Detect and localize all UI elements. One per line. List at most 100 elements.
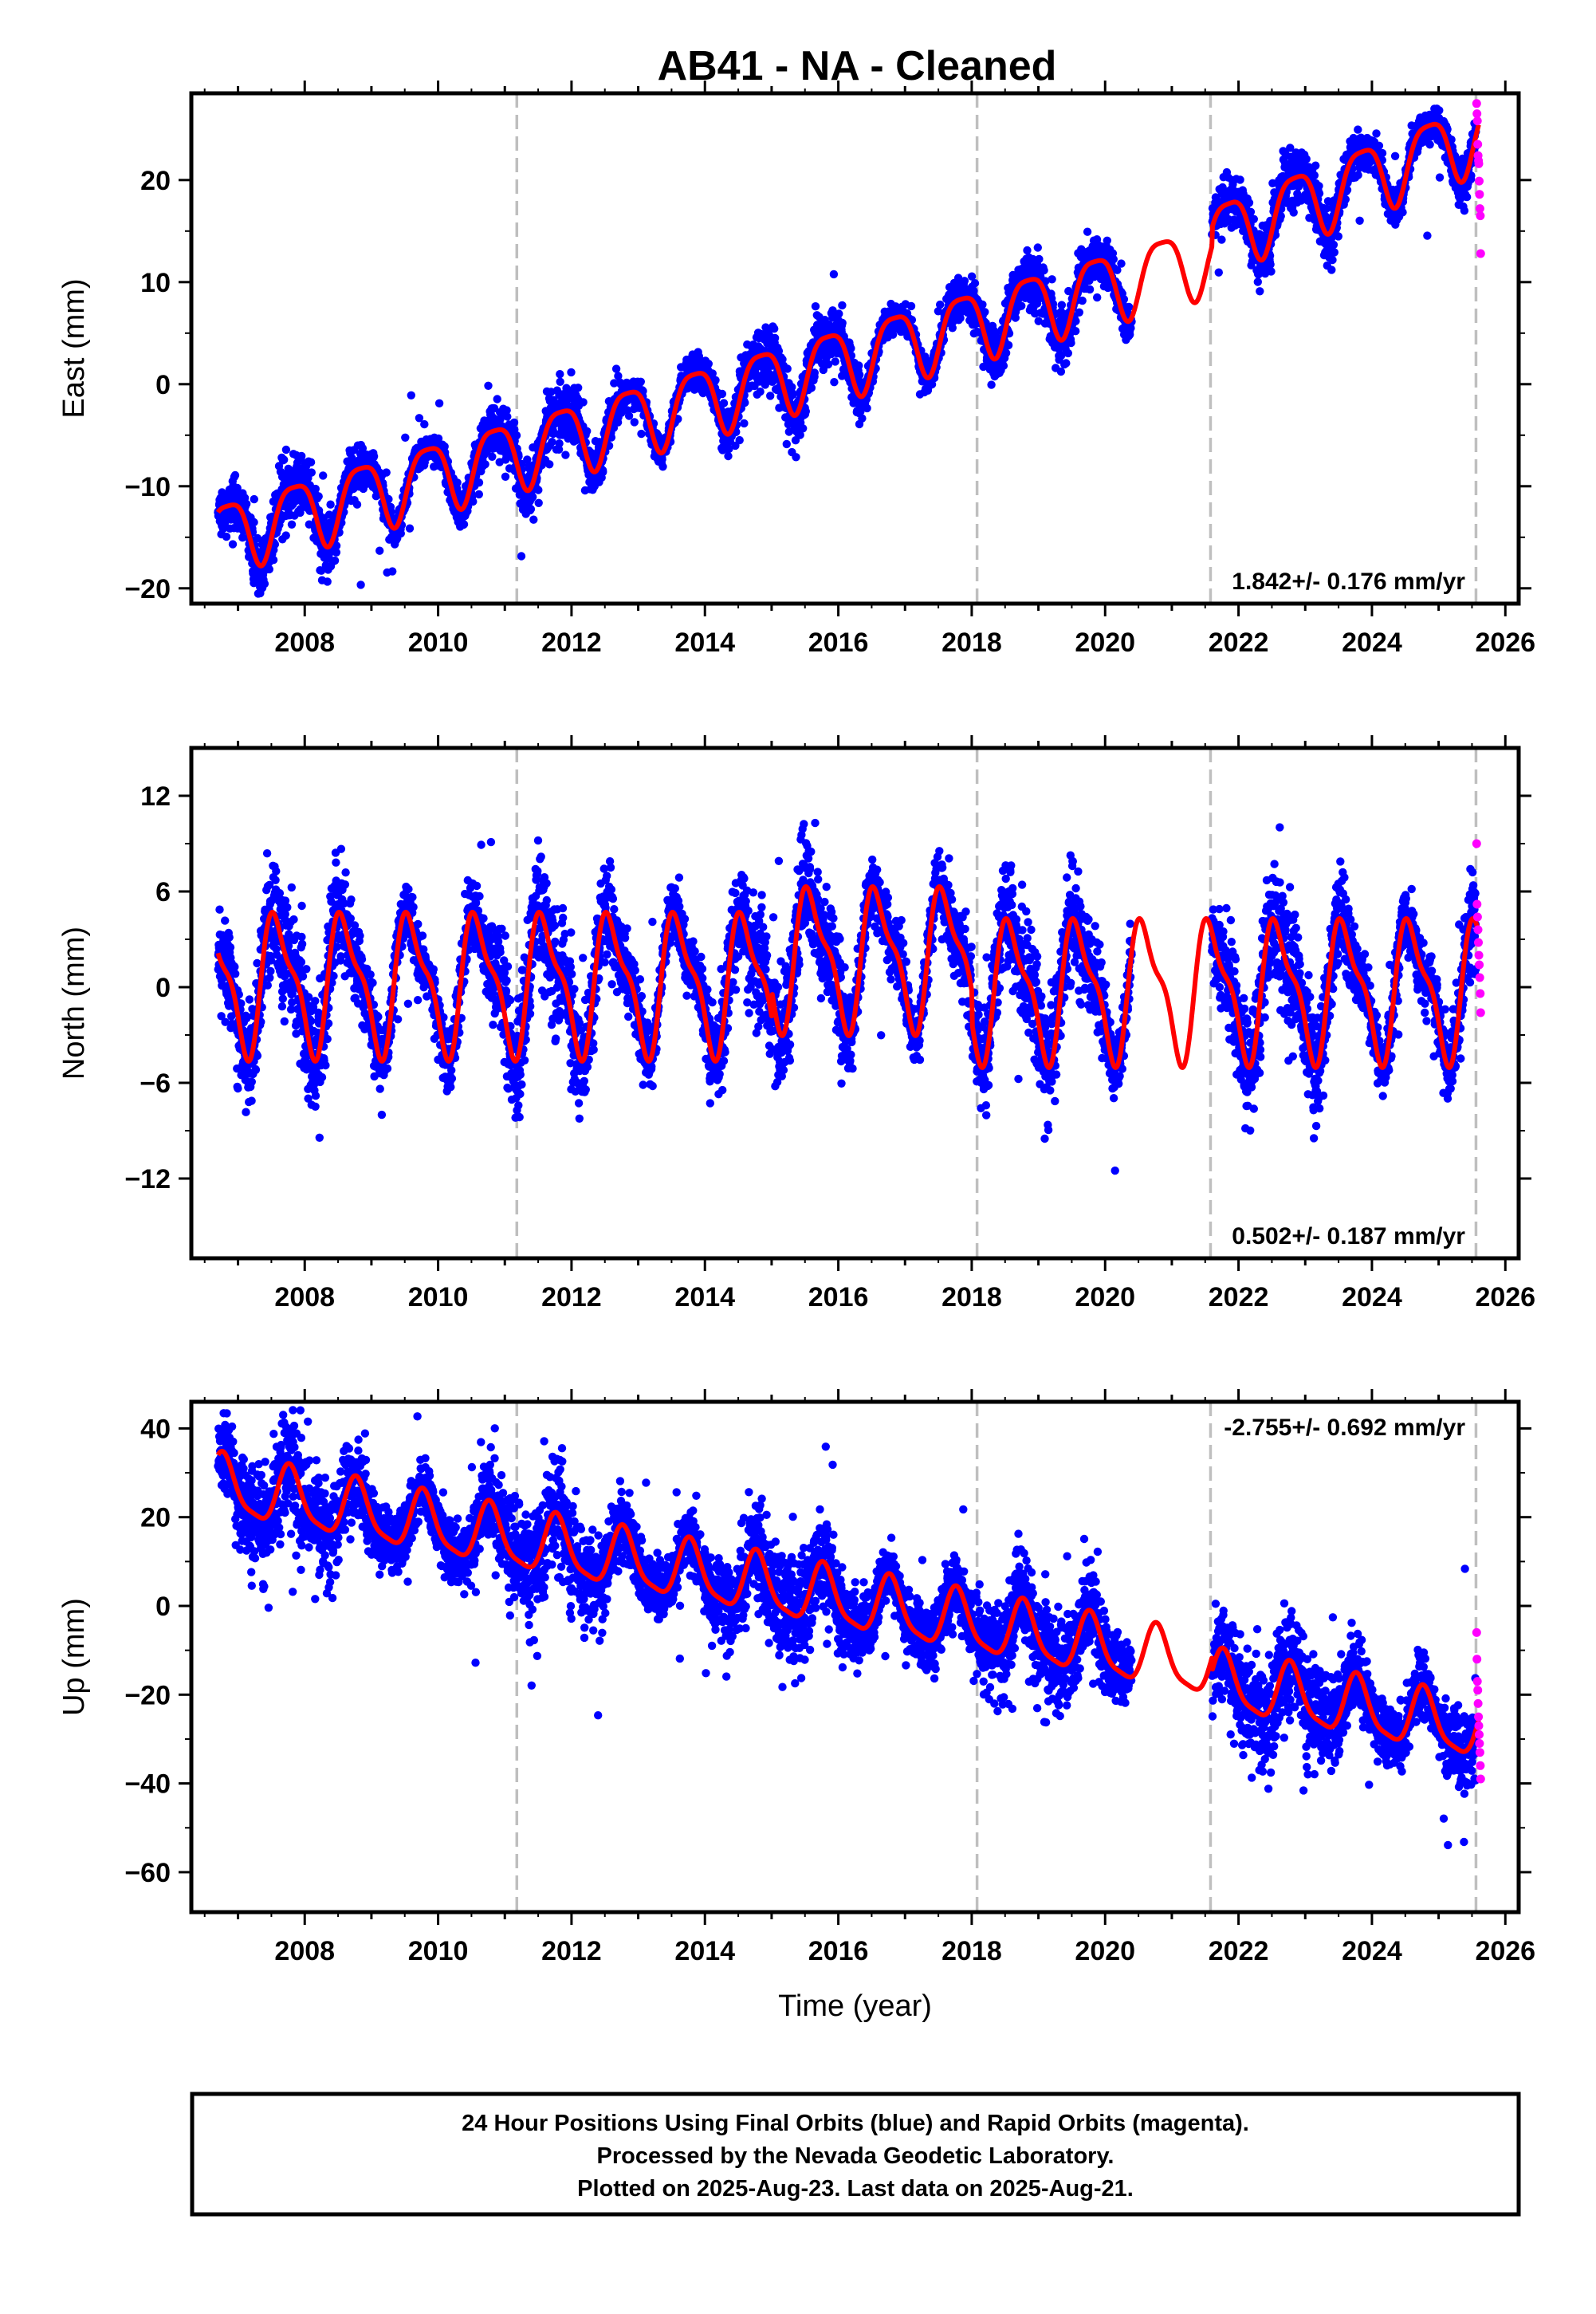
final-point	[396, 529, 405, 538]
final-point	[1103, 236, 1112, 245]
final-point	[1327, 266, 1336, 274]
final-point	[1023, 246, 1032, 255]
final-point	[970, 279, 980, 288]
final-point	[1109, 254, 1118, 264]
final-point	[770, 333, 780, 343]
final-point	[658, 462, 667, 471]
final-point	[556, 377, 564, 386]
final-point	[1244, 199, 1254, 207]
final-point	[415, 414, 424, 423]
final-point	[1253, 277, 1263, 286]
final-point	[230, 470, 240, 480]
final-point	[574, 384, 583, 392]
final-point	[401, 433, 410, 442]
final-point	[493, 395, 501, 403]
final-point	[1075, 308, 1084, 317]
final-point	[766, 392, 775, 400]
final-point	[630, 418, 639, 427]
final-point	[287, 520, 297, 529]
final-point	[567, 368, 576, 377]
final-point	[1249, 214, 1259, 223]
final-point	[1085, 285, 1095, 294]
final-point	[1334, 232, 1343, 241]
final-point	[1067, 338, 1075, 348]
final-point	[1001, 348, 1011, 357]
final-point	[835, 309, 843, 318]
final-point	[1062, 359, 1071, 368]
final-point	[375, 546, 384, 555]
final-point	[637, 429, 646, 439]
final-point	[1267, 267, 1276, 276]
final-point	[711, 376, 720, 384]
final-point	[382, 468, 391, 477]
final-point	[555, 439, 564, 448]
final-point	[474, 478, 484, 487]
final-point	[1329, 240, 1339, 250]
final-point	[330, 556, 340, 565]
final-point	[719, 399, 729, 407]
final-point	[847, 344, 855, 353]
final-point	[978, 300, 987, 309]
final-point	[855, 370, 864, 380]
final-point	[1214, 268, 1224, 277]
final-point	[323, 577, 332, 586]
final-point	[434, 399, 444, 407]
final-point	[434, 434, 443, 443]
final-point	[242, 499, 251, 509]
final-point	[810, 368, 819, 377]
final-point	[238, 533, 247, 542]
final-point	[740, 419, 749, 428]
final-point	[384, 494, 393, 504]
final-point	[792, 453, 800, 462]
final-point	[830, 378, 839, 387]
final-point	[855, 361, 863, 370]
final-point	[1078, 296, 1087, 305]
final-point	[311, 484, 320, 494]
final-point	[724, 451, 733, 461]
final-point	[453, 484, 462, 494]
final-point	[981, 308, 989, 317]
final-point	[407, 391, 415, 399]
final-point	[770, 325, 779, 333]
final-point	[526, 505, 536, 514]
final-point	[297, 451, 306, 461]
final-point	[265, 565, 273, 574]
final-point	[280, 455, 289, 464]
final-point	[1063, 348, 1073, 358]
final-point	[369, 452, 379, 461]
final-point	[1289, 208, 1298, 217]
final-point	[296, 505, 305, 514]
final-point	[811, 302, 820, 311]
final-point	[556, 370, 564, 379]
final-point	[314, 492, 323, 501]
final-point	[756, 388, 765, 396]
final-point	[306, 458, 316, 466]
final-point	[1256, 287, 1264, 296]
final-point	[658, 455, 666, 464]
final-point	[783, 364, 792, 373]
final-point	[1033, 243, 1043, 252]
final-point	[624, 411, 634, 420]
final-point	[735, 435, 744, 445]
final-point	[484, 381, 493, 390]
final-point	[529, 515, 538, 524]
final-point	[611, 364, 621, 373]
final-point	[1310, 171, 1319, 180]
final-point	[269, 556, 278, 565]
final-point	[356, 580, 365, 589]
final-point	[253, 533, 262, 543]
final-point	[838, 301, 847, 310]
final-point	[307, 468, 316, 477]
final-point	[545, 460, 554, 469]
east-final-positions	[214, 104, 1480, 598]
final-point	[717, 389, 727, 399]
final-point	[1057, 301, 1067, 309]
final-point	[579, 398, 588, 407]
chart-title: AB41 - NA - Cleaned	[658, 43, 1057, 89]
final-point	[440, 442, 449, 451]
final-point	[420, 419, 429, 429]
final-point	[281, 445, 291, 455]
final-point	[405, 524, 415, 533]
final-point	[838, 318, 847, 328]
